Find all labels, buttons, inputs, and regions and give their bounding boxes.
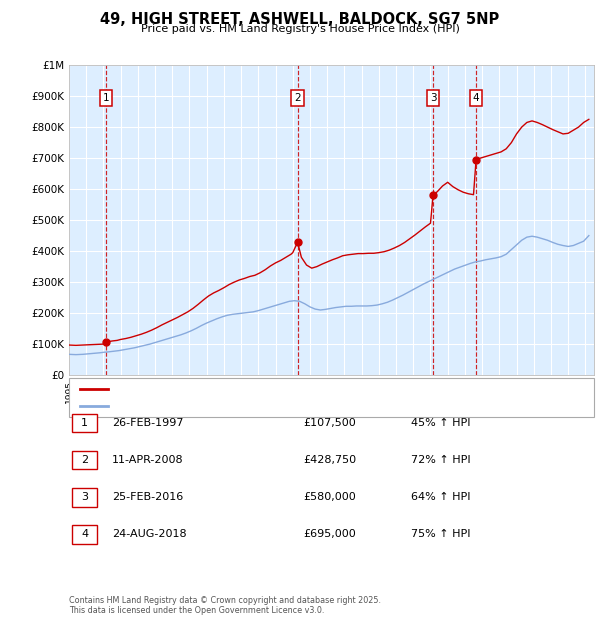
- Text: £107,500: £107,500: [303, 418, 356, 428]
- Text: 4: 4: [81, 529, 88, 539]
- Text: 2: 2: [81, 455, 88, 465]
- Text: HPI: Average price, semi-detached house, North Hertfordshire: HPI: Average price, semi-detached house,…: [113, 401, 415, 411]
- Text: 4: 4: [473, 92, 479, 103]
- Text: 25-FEB-2016: 25-FEB-2016: [112, 492, 184, 502]
- Text: 24-AUG-2018: 24-AUG-2018: [112, 529, 187, 539]
- Text: Price paid vs. HM Land Registry's House Price Index (HPI): Price paid vs. HM Land Registry's House …: [140, 24, 460, 33]
- Text: 72% ↑ HPI: 72% ↑ HPI: [411, 455, 470, 465]
- Text: 1: 1: [103, 92, 109, 103]
- Text: 45% ↑ HPI: 45% ↑ HPI: [411, 418, 470, 428]
- Text: 49, HIGH STREET, ASHWELL, BALDOCK, SG7 5NP (semi-detached house): 49, HIGH STREET, ASHWELL, BALDOCK, SG7 5…: [113, 384, 468, 394]
- Text: 1: 1: [81, 418, 88, 428]
- Text: £580,000: £580,000: [303, 492, 356, 502]
- Text: 3: 3: [430, 92, 436, 103]
- Text: £428,750: £428,750: [303, 455, 356, 465]
- Text: 11-APR-2008: 11-APR-2008: [112, 455, 184, 465]
- Text: 2: 2: [294, 92, 301, 103]
- Text: £695,000: £695,000: [303, 529, 356, 539]
- Text: 49, HIGH STREET, ASHWELL, BALDOCK, SG7 5NP: 49, HIGH STREET, ASHWELL, BALDOCK, SG7 5…: [100, 12, 500, 27]
- Text: 26-FEB-1997: 26-FEB-1997: [112, 418, 184, 428]
- Text: Contains HM Land Registry data © Crown copyright and database right 2025.
This d: Contains HM Land Registry data © Crown c…: [69, 596, 381, 615]
- Text: 3: 3: [81, 492, 88, 502]
- Text: 64% ↑ HPI: 64% ↑ HPI: [411, 492, 470, 502]
- Text: 75% ↑ HPI: 75% ↑ HPI: [411, 529, 470, 539]
